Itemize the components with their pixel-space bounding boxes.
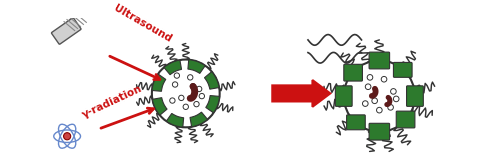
Circle shape xyxy=(381,76,387,82)
FancyBboxPatch shape xyxy=(396,111,415,128)
Circle shape xyxy=(172,82,178,87)
Text: γ-radiation: γ-radiation xyxy=(80,83,144,119)
Circle shape xyxy=(194,101,199,107)
FancyBboxPatch shape xyxy=(346,115,365,130)
Circle shape xyxy=(390,89,396,94)
Circle shape xyxy=(178,95,184,101)
Wedge shape xyxy=(152,98,167,115)
Circle shape xyxy=(362,101,368,106)
Circle shape xyxy=(367,74,373,80)
Circle shape xyxy=(344,60,415,132)
FancyArrow shape xyxy=(272,80,330,107)
FancyBboxPatch shape xyxy=(344,64,362,81)
Circle shape xyxy=(196,86,202,92)
Text: Ultrasound: Ultrasound xyxy=(112,3,173,44)
FancyBboxPatch shape xyxy=(52,18,81,44)
Circle shape xyxy=(152,59,220,127)
Wedge shape xyxy=(152,74,166,91)
Circle shape xyxy=(190,84,196,89)
Wedge shape xyxy=(190,112,208,127)
Circle shape xyxy=(188,75,193,80)
Wedge shape xyxy=(204,72,219,89)
Circle shape xyxy=(372,98,378,104)
Wedge shape xyxy=(188,60,205,73)
Circle shape xyxy=(174,73,180,78)
Wedge shape xyxy=(164,60,182,75)
Wedge shape xyxy=(166,113,184,127)
FancyBboxPatch shape xyxy=(369,123,390,140)
Circle shape xyxy=(183,104,188,110)
FancyBboxPatch shape xyxy=(406,86,424,106)
Circle shape xyxy=(388,104,394,110)
Circle shape xyxy=(64,133,70,140)
Circle shape xyxy=(199,93,204,99)
FancyBboxPatch shape xyxy=(336,86,352,106)
Circle shape xyxy=(394,96,399,102)
Circle shape xyxy=(376,107,382,113)
Circle shape xyxy=(170,98,175,103)
Wedge shape xyxy=(206,96,220,113)
FancyBboxPatch shape xyxy=(369,52,390,69)
Circle shape xyxy=(366,84,371,89)
FancyBboxPatch shape xyxy=(394,62,412,77)
